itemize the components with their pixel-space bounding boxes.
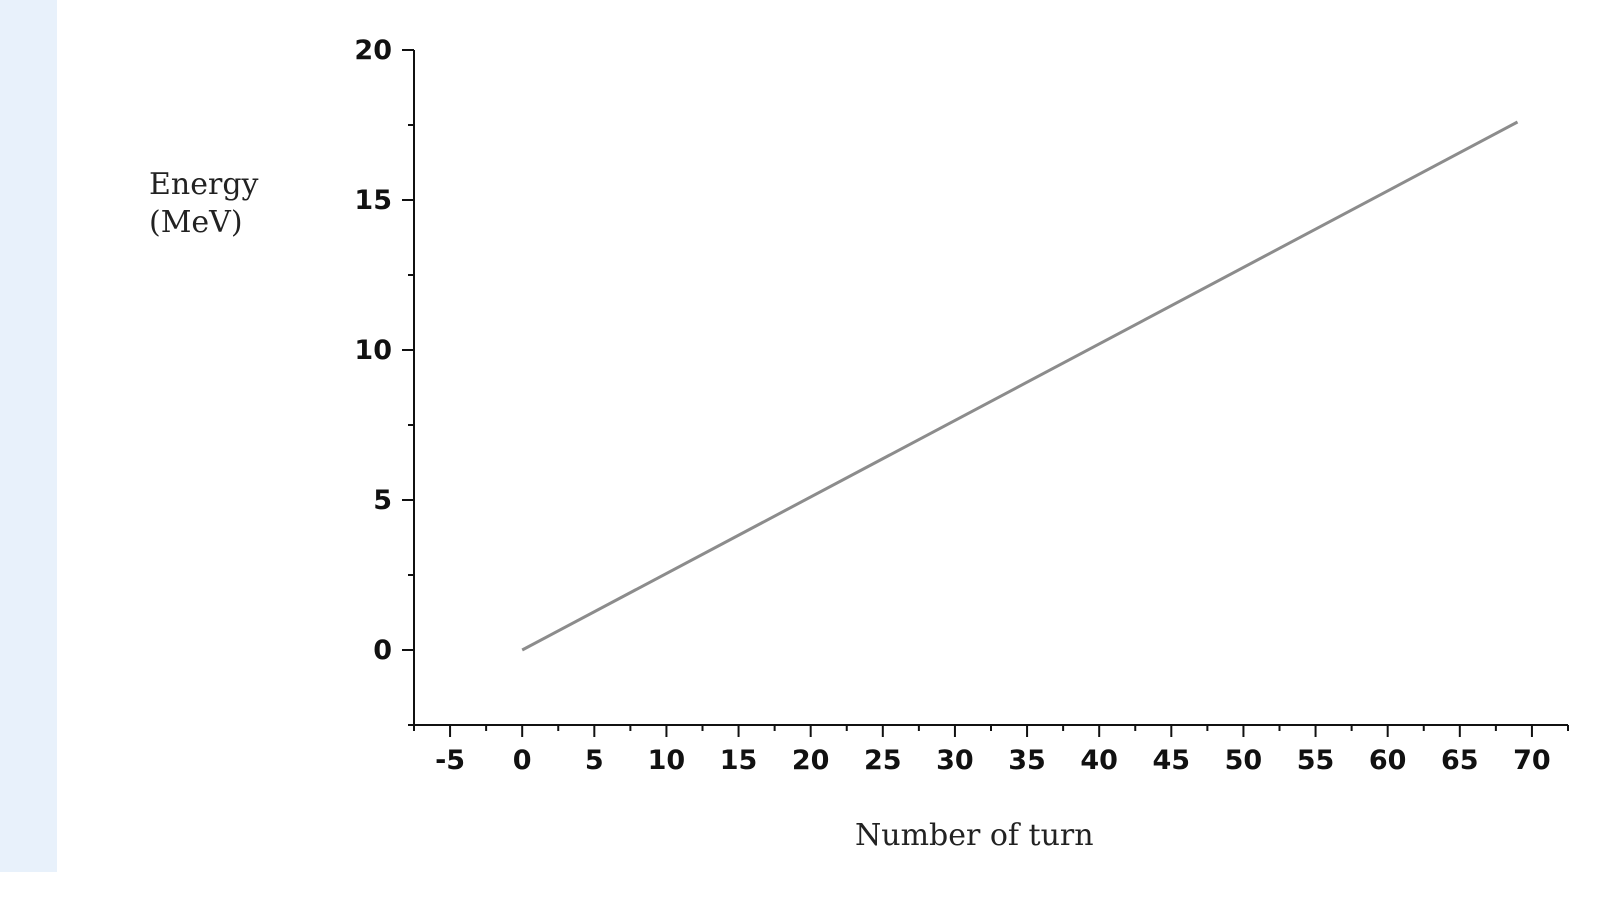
y-tick-label: 0 — [373, 635, 392, 666]
x-tick-label: 55 — [1297, 745, 1335, 776]
y-tick-label: 5 — [373, 485, 392, 516]
x-tick-label: 5 — [585, 745, 604, 776]
x-tick-label: 25 — [864, 745, 902, 776]
y-tick-label: 10 — [354, 335, 392, 366]
x-tick-label: 30 — [936, 745, 974, 776]
y-axis-label: Energy (MeV) — [149, 166, 258, 242]
y-axis-label-line1: Energy — [149, 167, 259, 202]
y-tick-label: 20 — [354, 35, 392, 66]
side-panel-background — [0, 0, 57, 872]
x-tick-label: 70 — [1513, 745, 1551, 776]
energy-chart: 0 5 10 15 20 -5 0 5 10 15 20 25 30 35 40 45 50 55 60 65 70 — [354, 35, 1569, 776]
x-tick-label: 10 — [648, 745, 686, 776]
y-axis-label-line2: (MeV) — [149, 205, 243, 240]
x-tick-label: -5 — [435, 745, 465, 776]
x-tick-label: 0 — [513, 745, 532, 776]
energy-series-line — [521, 120, 1519, 652]
bottom-background — [0, 872, 1619, 897]
x-tick-label: 65 — [1441, 745, 1479, 776]
x-tick-label: 35 — [1008, 745, 1046, 776]
x-axis-label: Number of turn — [855, 818, 1094, 853]
y-tick-label: 15 — [354, 185, 392, 216]
x-tick-label: 40 — [1080, 745, 1118, 776]
x-tick-label: 60 — [1369, 745, 1407, 776]
x-tick-label: 15 — [720, 745, 758, 776]
x-tick-label: 45 — [1153, 745, 1191, 776]
x-tick-label: 50 — [1225, 745, 1263, 776]
x-tick-label: 20 — [792, 745, 830, 776]
